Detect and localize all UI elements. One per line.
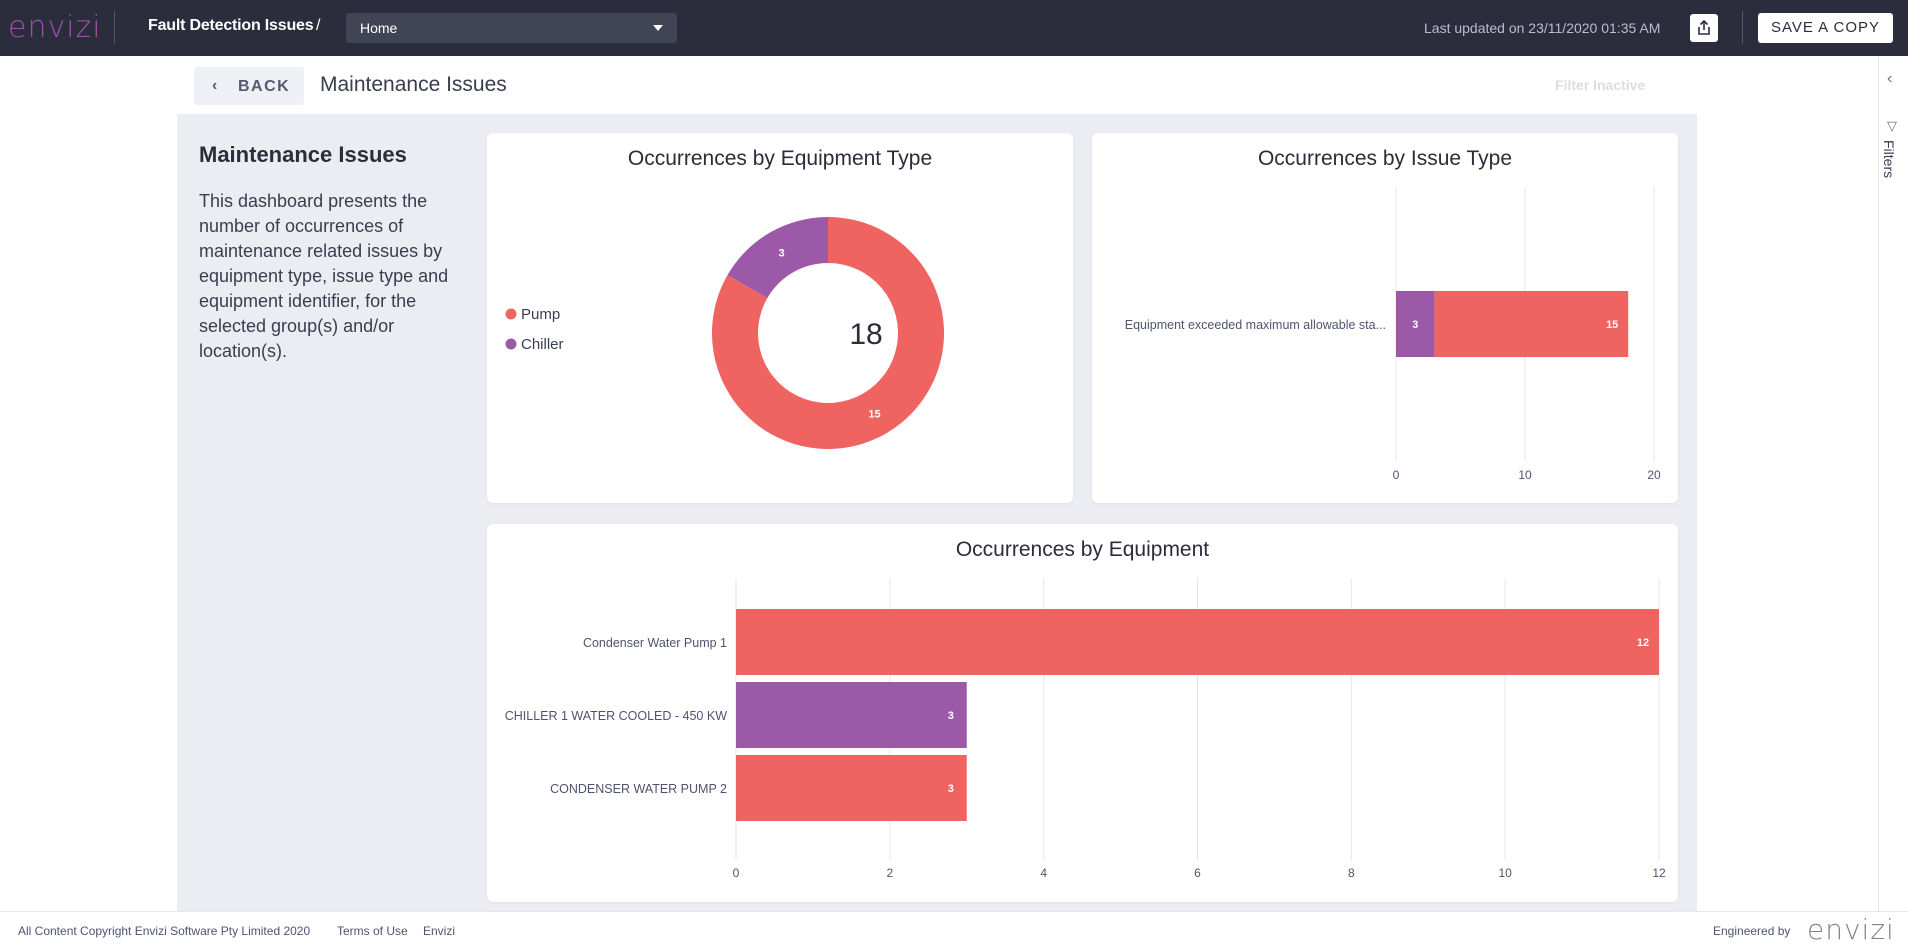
back-label: BACK xyxy=(238,78,291,95)
x-tick-label: 10 xyxy=(1498,866,1512,880)
filters-tab[interactable]: Filters xyxy=(1881,140,1897,179)
bar-data-label: 3 xyxy=(948,783,954,795)
donut-center-total: 18 xyxy=(849,318,882,351)
share-icon xyxy=(1698,19,1710,35)
equipment-card: Occurrences by Equipment 0 2 4 6 8 10 12 Conden… xyxy=(487,524,1678,902)
intro-body: This dashboard presents the number of oc… xyxy=(199,191,449,361)
equipment-bar xyxy=(736,755,967,821)
x-tick-label: 0 xyxy=(1393,468,1400,482)
bar-segment-chiller xyxy=(1396,291,1435,357)
slice-data-label: 15 xyxy=(868,409,880,421)
x-tick-label: 2 xyxy=(886,866,893,880)
breadcrumb-fault-detection[interactable]: Fault Detection Issues xyxy=(148,17,314,34)
bar-data-label: 3 xyxy=(1412,319,1418,331)
chart-title: Occurrences by Equipment Type xyxy=(627,147,933,170)
equipment-bar xyxy=(736,682,967,748)
x-tick-label: 20 xyxy=(1647,468,1661,482)
chart-title: Occurrences by Equipment xyxy=(955,538,1210,561)
footer: All Content Copyright Envizi Software Pt… xyxy=(0,911,1908,949)
copyright-text: All Content Copyright Envizi Software Pt… xyxy=(18,924,311,938)
caret-down-icon xyxy=(653,25,663,31)
bar-data-label: 12 xyxy=(1637,637,1649,649)
donut-slice-pump xyxy=(712,217,944,449)
x-tick-label: 0 xyxy=(733,866,740,880)
x-tick-label: 8 xyxy=(1348,866,1355,880)
page-title: Maintenance Issues xyxy=(320,73,507,96)
dashboard-select-value: Home xyxy=(360,20,398,36)
bar-data-label: 3 xyxy=(948,710,954,722)
equipment-bar xyxy=(736,609,1659,675)
back-button[interactable]: ‹ BACK xyxy=(194,67,304,105)
equipment-type-card: Occurrences by Equipment Type 15 3 18 Pump C… xyxy=(487,133,1073,503)
category-label: Condenser Water Pump 1 xyxy=(583,636,727,650)
issue-type-card: Occurrences by Issue Type 0 10 20 Equipment… xyxy=(1092,133,1678,503)
filter-status: Filter Inactive xyxy=(1555,77,1646,93)
intro-title: Maintenance Issues xyxy=(199,142,407,167)
chart-title: Occurrences by Issue Type xyxy=(1257,147,1513,170)
category-label: Equipment exceeded maximum allowable sta… xyxy=(1125,318,1386,332)
legend-swatch xyxy=(505,338,517,350)
bar-segment-pump xyxy=(1434,291,1629,357)
issue-type-bar-chart: 0 10 20 Equipment exceeded maximum allowabl… xyxy=(1125,187,1661,482)
dashboard-select[interactable]: Home xyxy=(346,13,677,43)
terms-link[interactable]: Terms of Use xyxy=(337,924,408,938)
filter-icon: ▽ xyxy=(1887,118,1897,133)
x-tick-label: 10 xyxy=(1518,468,1532,482)
top-bar: envizi Fault Detection Issues / Home Las… xyxy=(0,0,1908,56)
last-updated-text: Last updated on 23/11/2020 01:35 AM xyxy=(1424,20,1661,36)
chevron-left-icon: ‹ xyxy=(212,77,219,94)
legend-item-pump: Pump xyxy=(521,306,560,323)
category-label: CHILLER 1 WATER COOLED - 450 KW xyxy=(505,709,727,723)
divider xyxy=(1742,11,1743,44)
save-a-copy-button[interactable]: SAVE A COPY xyxy=(1758,13,1893,43)
engineered-by-text: Engineered by xyxy=(1713,924,1791,938)
x-tick-label: 4 xyxy=(1040,866,1047,880)
x-tick-label: 12 xyxy=(1652,866,1666,880)
equipment-bar-chart: 0 2 4 6 8 10 12 Condenser Water Pump 1 12 CHILLER… xyxy=(505,578,1666,880)
divider xyxy=(114,11,115,44)
footer-envizi-logo: envizi xyxy=(1807,913,1895,946)
donut-slice-chiller xyxy=(727,217,828,298)
slice-data-label: 3 xyxy=(778,247,784,259)
legend-swatch xyxy=(505,308,517,320)
chevron-left-icon[interactable]: ‹ xyxy=(1887,70,1893,87)
intro-panel: Maintenance Issues This dashboard presen… xyxy=(199,142,469,364)
x-tick-label: 6 xyxy=(1194,866,1201,880)
envizi-logo[interactable]: envizi xyxy=(8,10,102,45)
breadcrumb-separator: / xyxy=(316,17,321,34)
category-label: CONDENSER WATER PUMP 2 xyxy=(550,782,727,796)
envizi-link[interactable]: Envizi xyxy=(423,924,456,938)
share-button[interactable] xyxy=(1690,14,1718,42)
filter-rail: ‹ ▽ Filters xyxy=(1878,56,1908,911)
dashboard-canvas: Maintenance Issues This dashboard presen… xyxy=(177,114,1697,911)
donut-chart: 15 3 18 Pump Chiller xyxy=(505,217,944,449)
legend-item-chiller: Chiller xyxy=(521,336,564,353)
bar-data-label: 15 xyxy=(1606,319,1618,331)
